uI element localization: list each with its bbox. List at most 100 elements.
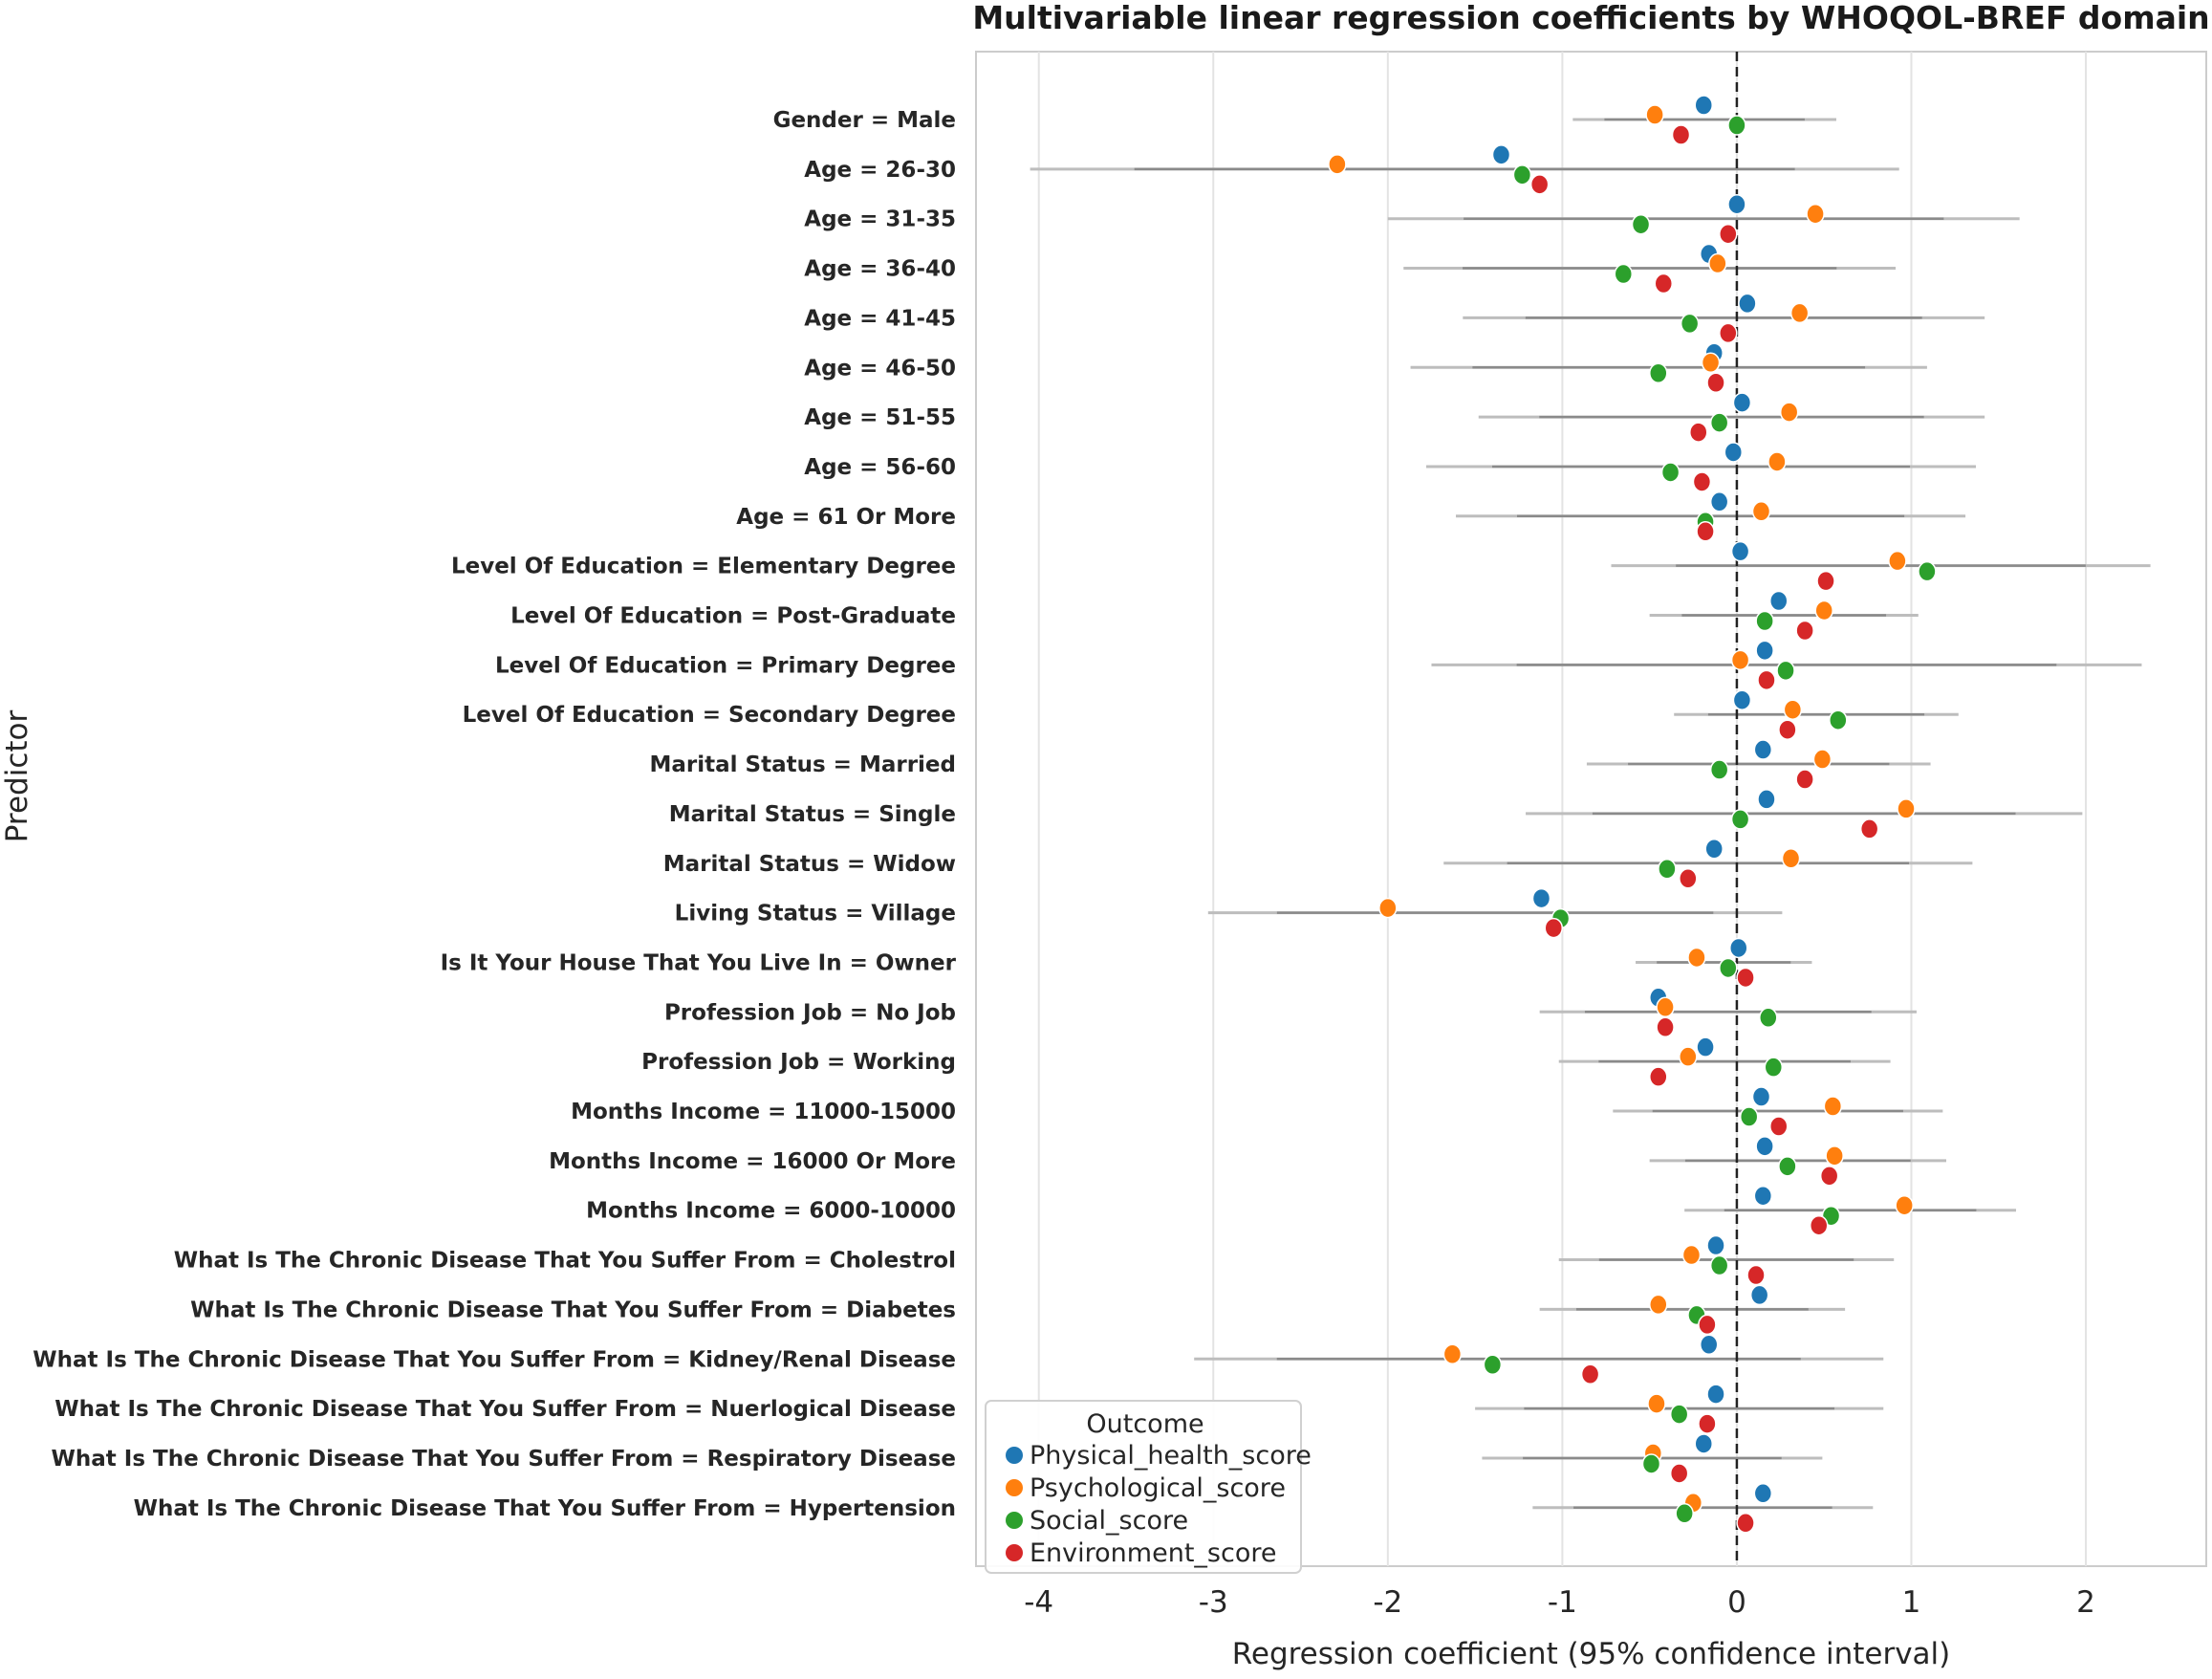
point-psychological-score — [1681, 1244, 1702, 1266]
point-psychological-score — [1701, 352, 1721, 373]
point-environment-score — [1746, 1264, 1766, 1286]
legend-box — [985, 1400, 1302, 1574]
predictor-label: Age = 46-50 — [804, 356, 956, 381]
chart-title: Multivariable linear regression coeffici… — [972, 0, 2209, 36]
x-tick-label: 2 — [2076, 1585, 2095, 1620]
point-environment-score — [1757, 669, 1776, 691]
point-social-score — [1730, 809, 1750, 830]
point-environment-score — [1736, 1513, 1755, 1534]
point-social-score — [1614, 263, 1634, 285]
predictor-label: Gender = Male — [773, 108, 956, 133]
point-social-score — [1764, 1057, 1784, 1078]
predictor-label: Level Of Education = Post-Graduate — [510, 604, 956, 629]
point-social-score — [1829, 709, 1848, 730]
legend-item-label: Physical_health_score — [1030, 1441, 1312, 1471]
legend-marker — [1006, 1447, 1023, 1464]
point-physical-health-score — [1699, 1334, 1719, 1355]
point-environment-score — [1819, 1166, 1839, 1187]
point-social-score — [1680, 313, 1700, 335]
x-tick-label: -3 — [1199, 1585, 1228, 1620]
point-social-score — [1675, 1503, 1694, 1524]
point-environment-score — [1692, 471, 1712, 492]
point-physical-health-score — [1694, 1433, 1713, 1454]
point-psychological-score — [1656, 996, 1675, 1018]
point-psychological-score — [1781, 848, 1801, 869]
point-physical-health-score — [1491, 144, 1511, 165]
point-social-score — [1755, 610, 1774, 632]
predictor-label: Living Status = Village — [675, 902, 956, 927]
point-physical-health-score — [1753, 1185, 1773, 1207]
predictor-label: What Is The Chronic Disease That You Suf… — [52, 1447, 956, 1472]
x-tick-label: -2 — [1373, 1585, 1402, 1620]
point-psychological-score — [1888, 550, 1907, 572]
point-environment-score — [1580, 1363, 1600, 1385]
legend-item-label: Psychological_score — [1030, 1473, 1286, 1503]
point-physical-health-score — [1704, 839, 1724, 860]
y-axis-label: Predictor — [0, 710, 34, 843]
point-environment-score — [1719, 322, 1738, 344]
predictor-label: Marital Status = Married — [649, 752, 956, 777]
point-social-score — [1778, 1156, 1797, 1177]
point-psychological-score — [1825, 1145, 1844, 1167]
point-environment-score — [1778, 719, 1797, 740]
point-social-score — [1631, 213, 1651, 235]
point-physical-health-score — [1709, 491, 1729, 512]
point-psychological-score — [1812, 749, 1832, 770]
legend-title: Outcome — [1086, 1409, 1204, 1439]
point-psychological-score — [1687, 947, 1706, 969]
point-physical-health-score — [1724, 442, 1744, 463]
point-environment-score — [1649, 1066, 1668, 1087]
coefficient-points — [1328, 95, 1937, 1534]
predictor-label: What Is The Chronic Disease That You Suf… — [134, 1496, 956, 1521]
point-physical-health-score — [1706, 1234, 1725, 1256]
point-psychological-score — [1378, 897, 1398, 919]
point-environment-score — [1671, 124, 1691, 145]
point-physical-health-score — [1729, 937, 1748, 959]
point-environment-score — [1795, 620, 1814, 642]
point-physical-health-score — [1531, 887, 1551, 909]
legend-item-label: Social_score — [1030, 1506, 1188, 1536]
legend-item-label: Environment_score — [1030, 1538, 1276, 1568]
predictor-label: Profession Job = Working — [641, 1050, 956, 1075]
predictor-label: Age = 31-35 — [804, 207, 956, 232]
point-physical-health-score — [1730, 540, 1750, 562]
point-psychological-score — [1897, 798, 1916, 819]
point-psychological-score — [1814, 600, 1833, 621]
point-psychological-score — [1442, 1343, 1463, 1364]
point-environment-score — [1669, 1463, 1689, 1484]
point-physical-health-score — [1755, 1136, 1774, 1157]
point-psychological-score — [1789, 302, 1810, 324]
point-physical-health-score — [1753, 1483, 1773, 1504]
predictor-label: Age = 51-55 — [804, 405, 956, 430]
point-environment-score — [1679, 868, 1698, 889]
point-psychological-score — [1783, 699, 1803, 720]
point-environment-score — [1706, 372, 1725, 393]
point-physical-health-score — [1696, 1036, 1715, 1058]
predictor-label: What Is The Chronic Disease That You Suf… — [190, 1297, 956, 1322]
point-environment-score — [1654, 273, 1674, 294]
point-physical-health-score — [1749, 1284, 1769, 1306]
point-social-score — [1918, 560, 1937, 582]
point-psychological-score — [1647, 1393, 1666, 1414]
point-environment-score — [1736, 967, 1755, 989]
point-physical-health-score — [1755, 640, 1774, 662]
point-psychological-score — [1679, 1046, 1698, 1067]
point-social-score — [1709, 412, 1729, 433]
point-environment-score — [1698, 1314, 1717, 1336]
predictor-label: Age = 26-30 — [804, 158, 956, 183]
point-social-score — [1512, 164, 1532, 185]
point-social-score — [1658, 859, 1677, 880]
confidence-intervals — [1030, 118, 2151, 1510]
legend: Outcome Physical_health_scorePsychologic… — [985, 1400, 1312, 1574]
point-environment-score — [1719, 223, 1738, 245]
predictor-label: Marital Status = Widow — [663, 852, 956, 877]
x-tick-label: -1 — [1548, 1585, 1577, 1620]
point-psychological-score — [1806, 203, 1825, 225]
point-social-score — [1739, 1106, 1759, 1127]
predictor-label: Months Income = 6000-10000 — [586, 1199, 956, 1224]
predictor-label: Age = 56-60 — [804, 455, 956, 480]
predictor-label: Months Income = 11000-15000 — [571, 1100, 956, 1124]
point-psychological-score — [1730, 649, 1750, 671]
point-psychological-score — [1895, 1194, 1914, 1216]
predictor-label: Level Of Education = Secondary Degree — [463, 703, 956, 728]
